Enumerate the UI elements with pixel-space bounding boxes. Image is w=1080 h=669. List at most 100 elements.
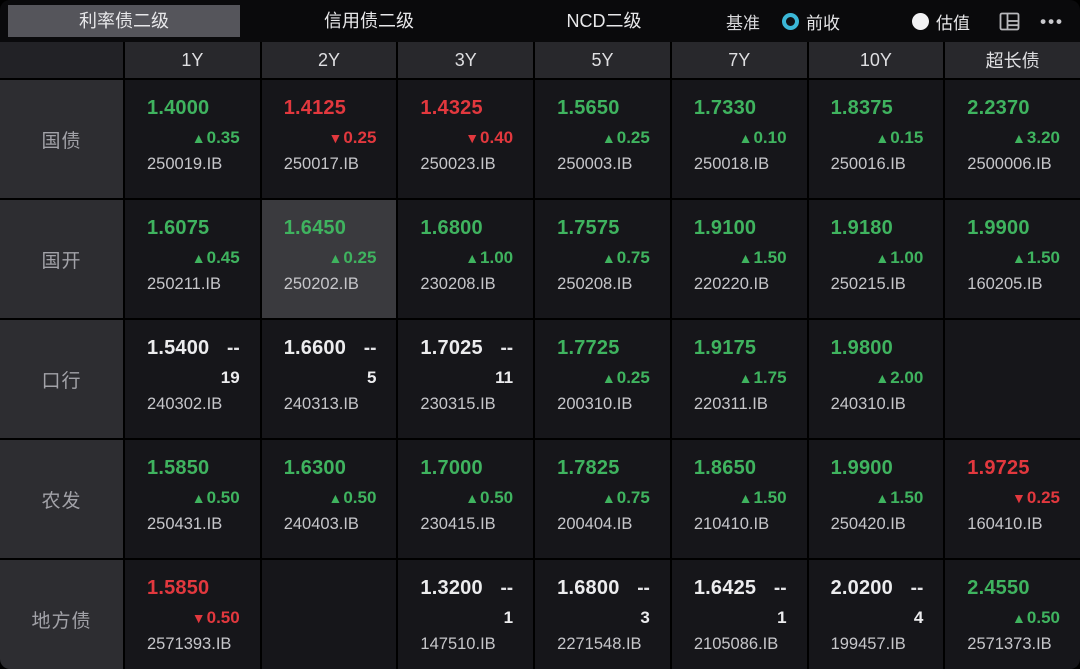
quote-cell-treasury-1y[interactable]: 1.4000 ▲0.35 250019.IB (125, 80, 260, 198)
row-label-cdb[interactable]: 国开 (0, 200, 123, 318)
row-label-adbc[interactable]: 农发 (0, 440, 123, 558)
column-header-ultra-long[interactable]: 超长债 (945, 42, 1080, 78)
quote-cell-exim-5y[interactable]: 1.7725 ▲0.25 200310.IB (535, 320, 670, 438)
price-line: 1.6800 -- (557, 577, 650, 600)
quote-cell-treasury-5y[interactable]: 1.5650 ▲0.25 250003.IB (535, 80, 670, 198)
arrow-up-icon: ▲ (738, 129, 753, 146)
quote-cell-treasury-10y[interactable]: 1.8375 ▲0.15 250016.IB (808, 80, 944, 198)
price-line: 1.6425 -- (694, 577, 787, 600)
price-value: 1.7025 (420, 337, 483, 359)
quote-cell-local-7y[interactable]: 1.6425 -- 1 2105086.IB (671, 560, 807, 669)
price-value: 1.8650 (693, 457, 757, 479)
quote-cell-treasury-3y[interactable]: 1.4325 ▼0.40 250023.IB (398, 80, 534, 198)
change-line: ▼0.25 (967, 488, 1060, 508)
column-header-1y[interactable]: 1Y (125, 42, 260, 78)
column-header-10y[interactable]: 10Y (808, 42, 944, 78)
quote-cell-adbc-5y[interactable]: 1.7825 ▲0.75 200404.IB (535, 440, 670, 558)
arrow-down-icon: ▼ (328, 129, 343, 146)
price-line: 1.7330 (694, 97, 787, 120)
quote-cell-cdb-7y[interactable]: 1.9100 ▲1.50 220220.IB (671, 200, 807, 318)
radio-valuation[interactable]: 估值 (912, 9, 970, 34)
no-change-dash: -- (500, 338, 514, 359)
quote-cell-exim-7y[interactable]: 1.9175 ▲1.75 220311.IB (671, 320, 807, 438)
price-value: 1.6425 (693, 577, 757, 599)
quote-cell-adbc-2y[interactable]: 1.6300 ▲0.50 240403.IB (261, 440, 397, 558)
quote-cell-cdb-3y[interactable]: 1.6800 ▲1.00 230208.IB (398, 200, 534, 318)
bond-code: 2571393.IB (147, 635, 232, 653)
column-header-2y[interactable]: 2Y (261, 42, 397, 78)
quote-cell-adbc-10y[interactable]: 1.9900 ▲1.50 250420.IB (808, 440, 944, 558)
change-value: ▲0.25 (328, 248, 376, 268)
price-line: 1.9100 (694, 217, 787, 240)
price-line: 2.4550 (967, 577, 1060, 600)
change-amount: 0.10 (753, 127, 787, 147)
code-line: 160410.IB (967, 515, 1060, 534)
quote-cell-cdb-ultra-long[interactable]: 1.9900 ▲1.50 160205.IB (945, 200, 1080, 318)
quote-cell-local-ultra-long[interactable]: 2.4550 ▲0.50 2571373.IB (945, 560, 1080, 669)
code-line: 200404.IB (557, 515, 650, 534)
radio-prev-close-label: 前收 (806, 13, 840, 33)
quote-cell-cdb-5y[interactable]: 1.7575 ▲0.75 250208.IB (535, 200, 670, 318)
quote-cell-exim-3y[interactable]: 1.7025 -- 11 230315.IB (398, 320, 534, 438)
price-value: 2.0200 (830, 577, 893, 599)
tab-credit-bond-secondary[interactable]: 信用债二级 (324, 11, 414, 31)
bond-code: 147510.IB (420, 635, 496, 653)
change-line: ▲0.50 (967, 608, 1060, 628)
change-amount: 1.00 (890, 247, 924, 267)
row-label-local[interactable]: 地方债 (0, 560, 123, 669)
row-label-exim[interactable]: 口行 (0, 320, 123, 438)
quote-cell-adbc-ultra-long[interactable]: 1.9725 ▼0.25 160410.IB (945, 440, 1080, 558)
quote-cell-cdb-2y[interactable]: 1.6450 ▲0.25 250202.IB (261, 200, 397, 318)
layout-icon[interactable] (999, 12, 1020, 31)
quote-cell-adbc-3y[interactable]: 1.7000 ▲0.50 230415.IB (398, 440, 534, 558)
price-value: 1.9100 (693, 217, 757, 239)
price-value: 1.9175 (693, 337, 757, 359)
column-header-7y[interactable]: 7Y (671, 42, 807, 78)
price-value: 1.6075 (147, 217, 210, 239)
change-amount: 0.25 (616, 367, 650, 387)
bond-code: 2271548.IB (557, 635, 642, 653)
price-value: 1.9725 (967, 457, 1030, 479)
price-line: 1.9900 (831, 457, 924, 480)
price-value: 1.9800 (830, 337, 893, 359)
change-value: ▲1.50 (1012, 248, 1060, 268)
quote-cell-cdb-10y[interactable]: 1.9180 ▲1.00 250215.IB (808, 200, 944, 318)
column-header-5y[interactable]: 5Y (535, 42, 670, 78)
more-icon[interactable]: ••• (1040, 11, 1064, 31)
quote-cell-local-1y[interactable]: 1.5850 ▼0.50 2571393.IB (125, 560, 260, 669)
change-amount: 1.50 (890, 487, 924, 507)
arrow-up-icon: ▲ (465, 249, 480, 266)
price-line: 1.4325 (420, 97, 513, 120)
row-label-treasury[interactable]: 国债 (0, 80, 123, 198)
quote-cell-cdb-1y[interactable]: 1.6075 ▲0.45 250211.IB (125, 200, 260, 318)
quote-cell-adbc-1y[interactable]: 1.5850 ▲0.50 250431.IB (125, 440, 260, 558)
code-line: 2571393.IB (147, 635, 240, 654)
quote-cell-local-5y[interactable]: 1.6800 -- 3 2271548.IB (535, 560, 670, 669)
change-value: ▲0.50 (1012, 608, 1060, 628)
quote-cell-adbc-7y[interactable]: 1.8650 ▲1.50 210410.IB (671, 440, 807, 558)
column-header-3y[interactable]: 3Y (398, 42, 534, 78)
price-line: 1.7825 (557, 457, 650, 480)
change-amount: 0.25 (616, 127, 650, 147)
price-value: 1.9900 (830, 457, 893, 479)
quote-cell-exim-1y[interactable]: 1.5400 -- 19 240302.IB (125, 320, 260, 438)
code-line: 250431.IB (147, 515, 240, 534)
bond-code: 230315.IB (420, 395, 496, 413)
tab-ncd-secondary[interactable]: NCD二级 (566, 11, 642, 31)
quote-cell-exim-2y[interactable]: 1.6600 -- 5 240313.IB (261, 320, 397, 438)
change-line: ▲1.50 (694, 488, 787, 508)
quote-cell-exim-10y[interactable]: 1.9800 ▲2.00 240310.IB (808, 320, 944, 438)
change-amount: 0.50 (206, 487, 240, 507)
quote-cell-treasury-ultra-long[interactable]: 2.2370 ▲3.20 2500006.IB (945, 80, 1080, 198)
quote-cell-treasury-2y[interactable]: 1.4125 ▼0.25 250017.IB (261, 80, 397, 198)
tab-rate-bond-secondary[interactable]: 利率债二级 (8, 5, 240, 37)
bond-code: 250003.IB (557, 155, 633, 173)
quote-cell-local-3y[interactable]: 1.3200 -- 1 147510.IB (398, 560, 534, 669)
change-line: ▲0.75 (557, 248, 650, 268)
price-value: 1.7000 (420, 457, 483, 479)
quote-cell-local-10y[interactable]: 2.0200 -- 4 199457.IB (808, 560, 944, 669)
arrow-up-icon: ▲ (1012, 609, 1026, 626)
quote-count: 5 (366, 367, 377, 387)
quote-cell-treasury-7y[interactable]: 1.7330 ▲0.10 250018.IB (671, 80, 807, 198)
radio-prev-close[interactable]: 前收 (782, 9, 840, 34)
